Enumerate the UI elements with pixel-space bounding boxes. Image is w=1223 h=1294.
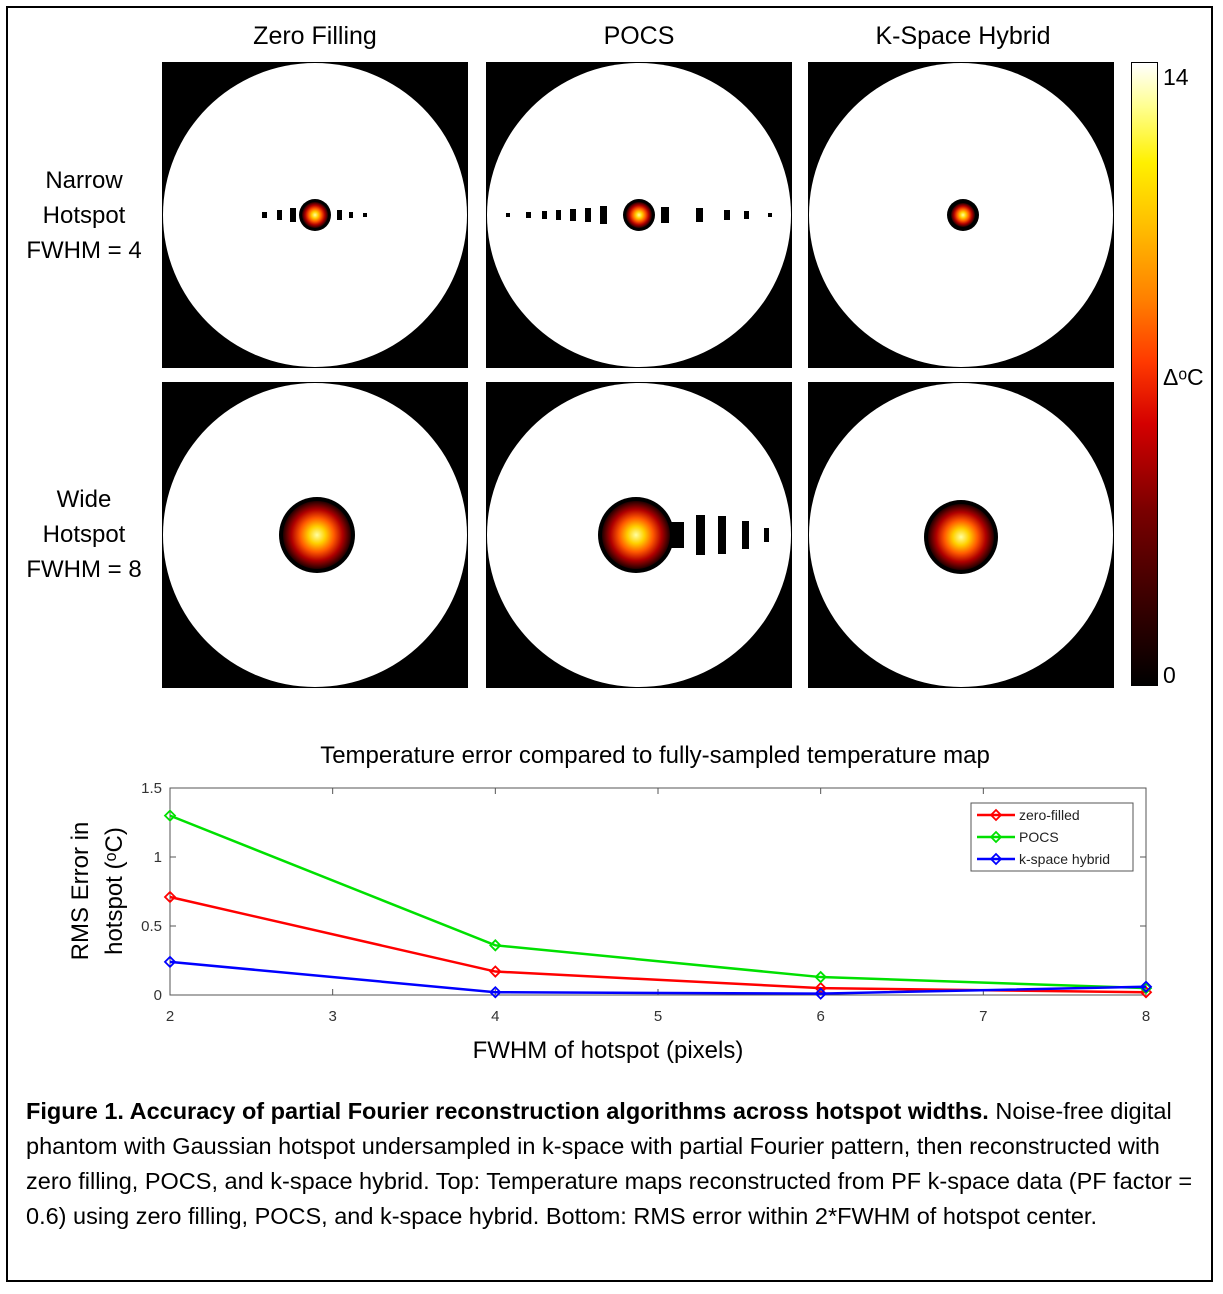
y-axis-label-line: hotspot (ᵒC): [101, 827, 128, 955]
x-tick-label: 6: [816, 1008, 824, 1025]
y-axis-label-line: RMS Error in: [67, 822, 94, 961]
legend-label: POCS: [1019, 829, 1059, 845]
legend-marker: [989, 852, 1003, 866]
row-label-line: Wide: [56, 486, 112, 513]
x-tick-label: 2: [166, 1008, 174, 1025]
colorbar-unit-label: ΔᵒC: [1163, 364, 1204, 390]
row-label-line: Hotspot: [42, 202, 126, 229]
data-point: [163, 809, 177, 822]
row-label-narrow: Narrow Hotspot FWHM = 4: [14, 163, 154, 268]
column-title-zero-filling: Zero Filling: [253, 22, 377, 50]
row-label-line: Narrow: [45, 167, 123, 194]
x-tick-label: 4: [491, 1008, 499, 1025]
data-point: [1139, 980, 1153, 993]
x-tick-label: 5: [654, 1008, 662, 1025]
map-wide-zero-filling: [162, 382, 468, 688]
colorbar-max-label: 14: [1163, 64, 1189, 90]
row-label-wide: Wide Hotspot FWHM = 8: [14, 482, 154, 587]
y-tick-label: 0: [154, 987, 162, 1004]
data-point: [163, 955, 177, 969]
x-tick-label: 3: [328, 1008, 336, 1025]
x-tick-label: 7: [979, 1008, 987, 1025]
map-narrow-pocs: [486, 62, 792, 368]
column-title-kspace-hybrid: K-Space Hybrid: [875, 22, 1051, 50]
x-axis-label: FWHM of hotspot (pixels): [473, 1037, 744, 1064]
map-wide-pocs: [486, 382, 792, 688]
map-narrow-kspace-hybrid: [808, 62, 1114, 368]
row-label-line: FWHM = 4: [26, 237, 142, 264]
legend-marker: [989, 808, 1003, 822]
data-point: [489, 939, 502, 952]
caption-bold: Figure 1. Accuracy of partial Fourier re…: [26, 1098, 989, 1124]
legend-marker: [989, 830, 1003, 844]
column-title-pocs: POCS: [603, 22, 675, 50]
x-tick-label: 8: [1142, 1008, 1150, 1025]
data-point: [163, 890, 177, 904]
map-narrow-zero-filling: [162, 62, 468, 368]
row-label-line: FWHM = 8: [26, 556, 142, 583]
series-line: [169, 814, 1147, 990]
figure-frame: [6, 6, 1213, 1282]
legend-label: zero-filled: [1019, 807, 1080, 823]
y-tick-label: 1: [154, 849, 162, 866]
series-line: [169, 960, 1147, 995]
y-tick-label: 1.5: [141, 780, 162, 797]
legend-label: k-space hybrid: [1019, 851, 1110, 867]
data-point: [814, 987, 827, 1000]
chart-title: Temperature error compared to fully-samp…: [320, 742, 990, 769]
map-wide-kspace-hybrid: [808, 382, 1114, 688]
y-tick-label: 0.5: [141, 918, 162, 935]
caption-text: Noise-free digital phantom with Gaussian…: [26, 1098, 1193, 1229]
row-label-line: Hotspot: [42, 521, 126, 548]
colorbar: [1131, 62, 1158, 686]
colorbar-min-label: 0: [1163, 662, 1176, 688]
data-point: [489, 965, 502, 978]
figure-caption: Figure 1. Accuracy of partial Fourier re…: [26, 1094, 1206, 1234]
data-point: [814, 970, 827, 984]
data-point: [489, 985, 502, 999]
